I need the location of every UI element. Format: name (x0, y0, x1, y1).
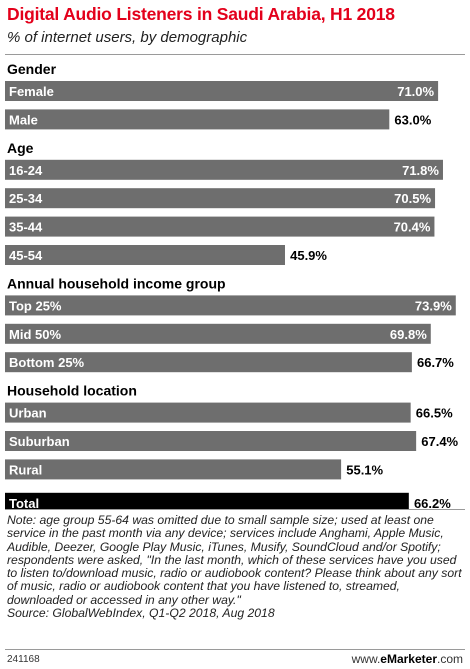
bar-25-34 (5, 188, 436, 209)
brand-link[interactable]: www.eMarketer.com (352, 652, 463, 666)
bar-label-25-34: 25-34 (9, 191, 43, 206)
bar-label-female: Female (9, 84, 54, 99)
bar-rural (5, 459, 342, 480)
value-label-total: 66.2% (414, 496, 451, 510)
chart-note: Note: age group 55-64 was omitted due to… (7, 513, 465, 621)
bar-label-suburban: Suburban (9, 434, 70, 449)
bar-label-urban: Urban (9, 406, 47, 421)
chart-subtitle: % of internet users, by demographic (7, 29, 248, 46)
value-label-male: 63.0% (394, 112, 431, 127)
value-label-16-24: 71.8% (402, 163, 439, 178)
value-label-35-44: 70.4% (394, 220, 431, 235)
value-label-female: 71.0% (397, 84, 434, 99)
value-label-25-34: 70.5% (394, 191, 431, 206)
brand-prefix: www. (351, 652, 381, 666)
bar-suburban (5, 431, 417, 451)
brand-suffix: .com (436, 652, 463, 666)
bar-total (5, 492, 409, 510)
value-label-suburban: 67.4% (421, 434, 458, 449)
bar-female (5, 81, 439, 101)
group-heading-annual-household-income-group: Annual household income group (7, 275, 226, 291)
note-text: Note: age group 55-64 was omitted due to… (7, 513, 462, 607)
value-label-mid-50: 69.8% (390, 327, 427, 342)
chart-title: Digital Audio Listeners in Saudi Arabia,… (7, 4, 395, 24)
bar-mid-50 (5, 323, 431, 344)
bar-16-24 (5, 159, 443, 180)
bar-bottom-25 (5, 352, 412, 373)
bar-label-mid-50: Mid 50% (9, 327, 61, 342)
value-label-bottom-25: 66.7% (417, 355, 454, 370)
bar-35-44 (5, 216, 435, 237)
footer-divider (5, 649, 465, 650)
bar-label-16-24: 16-24 (9, 163, 43, 178)
top-divider (5, 54, 465, 55)
bar-label-35-44: 35-44 (9, 220, 43, 235)
value-label-urban: 66.5% (416, 406, 453, 421)
chart-id: 241168 (7, 654, 40, 665)
source-text: Source: GlobalWebIndex, Q1-Q2 2018, Aug … (7, 606, 275, 621)
bar-urban (5, 402, 411, 423)
value-label-rural: 55.1% (346, 462, 383, 477)
bar-chart: Gender Female 71.0% Male 63.0% Age 16-24 71.8% 2… (5, 61, 459, 510)
value-label-45-54: 45.9% (290, 248, 327, 263)
bar-45-54 (5, 245, 285, 265)
bar-label-rural: Rural (9, 462, 42, 477)
note-divider (5, 509, 465, 510)
group-heading-gender: Gender (7, 61, 57, 77)
bar-label-total: Total (9, 496, 39, 510)
bar-label-male: Male (9, 112, 38, 127)
bar-label-top-25: Top 25% (9, 298, 62, 313)
group-heading-household-location: Household location (7, 383, 137, 399)
bar-label-bottom-25: Bottom 25% (9, 355, 85, 370)
bar-label-45-54: 45-54 (9, 248, 43, 263)
bar-male (5, 109, 390, 130)
bar-top-25 (5, 295, 456, 316)
group-heading-age: Age (7, 140, 34, 156)
brand-name: eMarketer (380, 652, 437, 666)
value-label-top-25: 73.9% (415, 298, 452, 313)
